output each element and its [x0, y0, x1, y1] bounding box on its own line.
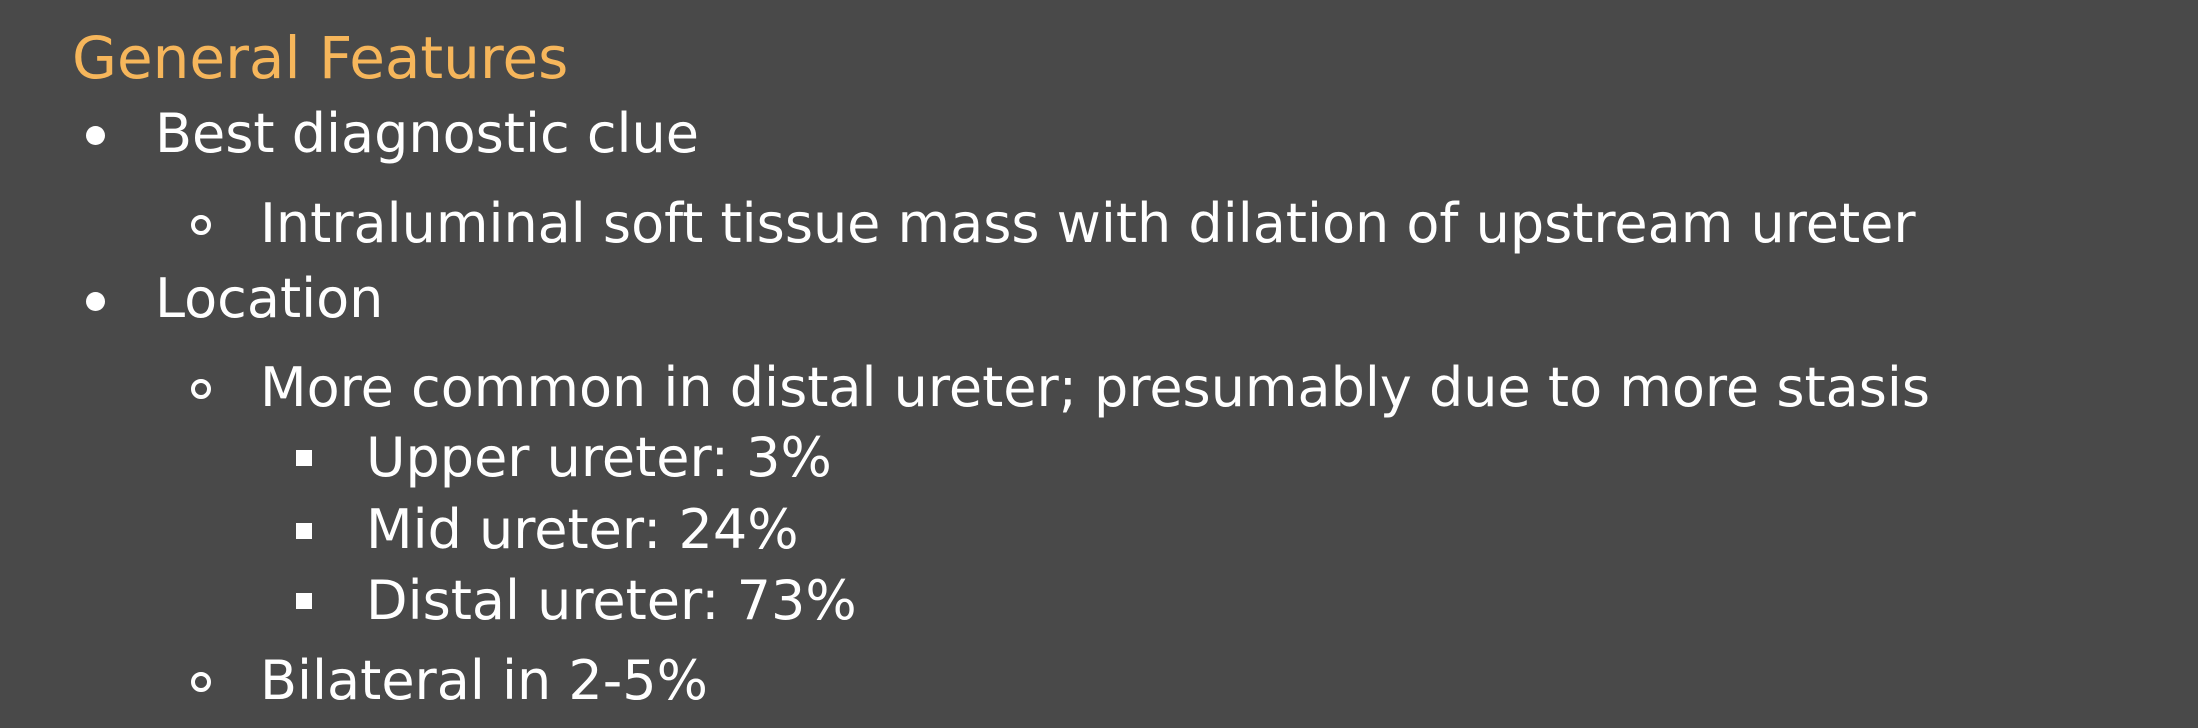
bullet-circle-icon [191, 215, 211, 235]
bullet-circle-icon [191, 379, 211, 399]
bullet-item-more-common: More common in distal ureter; presumably… [260, 356, 1930, 419]
bullet-item-upper-ureter: Upper ureter: 3% [366, 426, 832, 489]
bullet-disc-icon [86, 126, 105, 145]
bullet-item-bilateral: Bilateral in 2-5% [260, 649, 708, 712]
bullet-item-best-diagnostic-clue: Best diagnostic clue [155, 102, 699, 165]
slide-title: General Features [72, 24, 569, 92]
bullet-item-mid-ureter: Mid ureter: 24% [366, 498, 799, 561]
bullet-item-intraluminal: Intraluminal soft tissue mass with dilat… [260, 192, 1916, 255]
bullet-item-location: Location [155, 267, 384, 330]
bullet-square-icon [296, 523, 312, 539]
bullet-square-icon [296, 450, 312, 466]
bullet-disc-icon [86, 292, 105, 311]
bullet-circle-icon [191, 672, 211, 692]
bullet-square-icon [296, 593, 312, 609]
bullet-item-distal-ureter: Distal ureter: 73% [366, 569, 857, 632]
